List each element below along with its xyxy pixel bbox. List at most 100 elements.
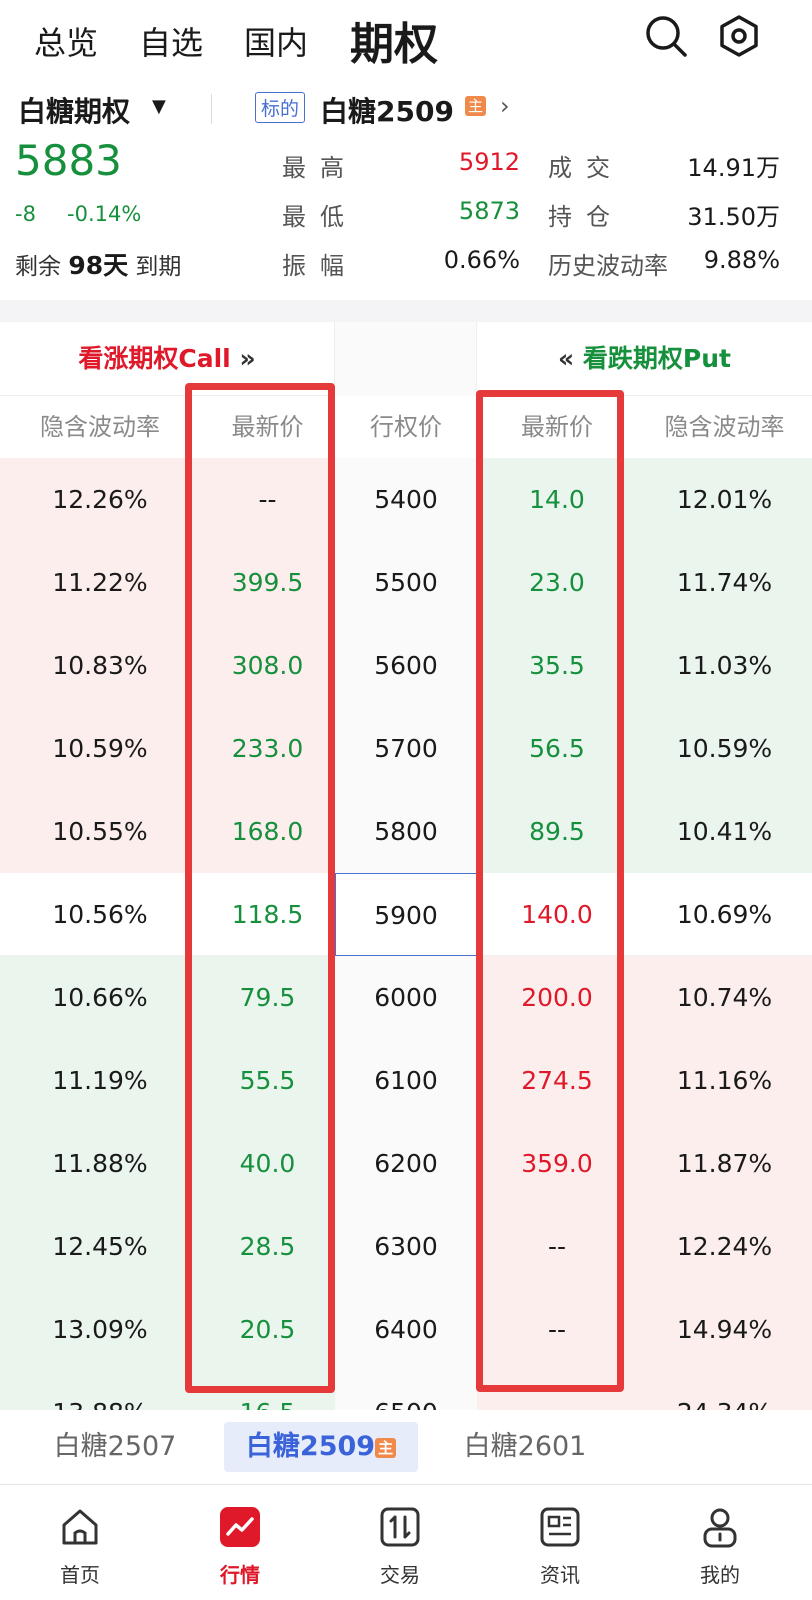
call-last-cell[interactable]: 79.5 (200, 956, 335, 1039)
put-iv-cell[interactable]: 10.41% (637, 790, 812, 873)
call-iv-cell[interactable]: 11.22% (0, 541, 200, 624)
call-iv-cell[interactable]: 10.83% (0, 624, 200, 707)
put-last-cell[interactable]: 140.0 (521, 900, 593, 929)
col-strike[interactable]: 行权价 (370, 413, 442, 441)
option-product-title[interactable]: 白糖期权 (18, 95, 131, 128)
tab-domestic[interactable]: 国内 (244, 24, 309, 62)
historical-volatility-value: 9.88% (703, 246, 780, 274)
put-iv-cell[interactable]: 10.59% (637, 707, 812, 790)
quote-header: 白糖期权 ▼ 标的 白糖2509 主 › 5883 -8 -0.14% 剩余 9… (0, 78, 812, 300)
tab-overview[interactable]: 总览 (34, 24, 99, 62)
amplitude-value: 0.66% (443, 246, 520, 274)
call-iv-cell[interactable]: 10.66% (0, 956, 200, 1039)
nav-market[interactable]: 行情 (160, 1485, 320, 1600)
option-chain-table: 12.26% -- 5400 14.0 12.01% 11.22% 399.5 5500 23.… (0, 458, 812, 1454)
call-last-cell[interactable]: 308.0 (200, 624, 335, 707)
strike-cell: 6300 (335, 1205, 477, 1288)
remaining-days: 98天 (68, 251, 129, 280)
call-iv-cell[interactable]: 10.59% (0, 707, 200, 790)
volume-label: 成交 (548, 154, 624, 182)
call-iv-cell[interactable]: 10.55% (0, 790, 200, 873)
put-last-cell[interactable]: 359.0 (477, 1122, 637, 1205)
option-row[interactable]: 11.22% 399.5 5500 23.0 11.74% (0, 541, 812, 624)
put-iv-cell[interactable]: 10.74% (637, 956, 812, 1039)
contract-tab-2601[interactable]: 白糖2601 (463, 1431, 587, 1462)
divider (211, 94, 212, 124)
contract-tab-2509[interactable]: 白糖2509 主 (224, 1422, 418, 1472)
last-price: 5883 (15, 136, 122, 185)
call-last-cell[interactable]: -- (200, 458, 335, 541)
put-last-cell[interactable]: -- (477, 1205, 637, 1288)
call-iv-cell[interactable]: 11.19% (0, 1039, 200, 1122)
underlying-contract[interactable]: 白糖2509 (320, 95, 454, 128)
option-row[interactable]: 11.19% 55.5 6100 274.5 11.16% (0, 1039, 812, 1122)
col-call-last[interactable]: 最新价 (231, 413, 304, 441)
call-last-cell[interactable]: 20.5 (200, 1288, 335, 1371)
call-last-cell[interactable]: 118.5 (231, 900, 304, 929)
contract-tab-2507[interactable]: 白糖2507 (53, 1431, 177, 1462)
call-last-cell[interactable]: 40.0 (200, 1122, 335, 1205)
high-label: 最高 (282, 154, 358, 182)
chevron-right-icon[interactable]: › (500, 92, 510, 120)
put-last-cell[interactable]: 274.5 (477, 1039, 637, 1122)
put-iv-cell[interactable]: 10.69% (676, 900, 773, 929)
option-row[interactable]: 12.26% -- 5400 14.0 12.01% (0, 458, 812, 541)
call-last-cell[interactable]: 168.0 (200, 790, 335, 873)
option-row[interactable]: 11.88% 40.0 6200 359.0 11.87% (0, 1122, 812, 1205)
call-iv-cell[interactable]: 12.45% (0, 1205, 200, 1288)
caret-down-icon[interactable]: ▼ (152, 96, 166, 117)
put-last-cell[interactable]: 23.0 (477, 541, 637, 624)
col-call-iv[interactable]: 隐含波动率 (40, 413, 160, 441)
put-last-cell[interactable]: 200.0 (477, 956, 637, 1039)
call-last-highlight (185, 383, 335, 1393)
put-iv-cell[interactable]: 12.01% (637, 458, 812, 541)
put-options-header[interactable]: « 看跌期权Put (477, 322, 812, 396)
search-icon[interactable] (644, 14, 688, 58)
tab-watchlist[interactable]: 自选 (139, 24, 204, 62)
put-iv-cell[interactable]: 11.87% (637, 1122, 812, 1205)
nav-profile[interactable]: 我的 (640, 1485, 800, 1600)
put-options-title: 看跌期权Put (582, 344, 731, 373)
nav-trade[interactable]: 交易 (320, 1485, 480, 1600)
option-row[interactable]: 10.83% 308.0 5600 35.5 11.03% (0, 624, 812, 707)
call-last-cell[interactable]: 55.5 (200, 1039, 335, 1122)
option-row[interactable]: 12.45% 28.5 6300 -- 12.24% (0, 1205, 812, 1288)
tab-options[interactable]: 期权 (350, 19, 438, 70)
put-iv-cell[interactable]: 11.16% (637, 1039, 812, 1122)
put-last-cell[interactable]: 35.5 (477, 624, 637, 707)
put-last-cell[interactable]: 89.5 (477, 790, 637, 873)
open-interest-value: 31.50万 (687, 203, 780, 231)
settings-icon[interactable] (717, 14, 761, 58)
call-iv-cell[interactable]: 13.09% (0, 1288, 200, 1371)
call-options-header[interactable]: 看涨期权Call » (0, 322, 335, 396)
option-row[interactable]: 10.55% 168.0 5800 89.5 10.41% (0, 790, 812, 873)
put-last-cell[interactable]: -- (477, 1288, 637, 1371)
call-last-cell[interactable]: 28.5 (200, 1205, 335, 1288)
contract-tab-2509-label: 白糖2509 (245, 1431, 376, 1462)
call-last-cell[interactable]: 399.5 (200, 541, 335, 624)
call-iv-cell[interactable]: 11.88% (0, 1122, 200, 1205)
put-last-cell[interactable]: 56.5 (477, 707, 637, 790)
column-headers: 隐含波动率 最新价 行权价 最新价 隐含波动率 (0, 396, 812, 458)
nav-home[interactable]: 首页 (0, 1485, 160, 1600)
put-iv-cell[interactable]: 11.74% (637, 541, 812, 624)
option-row[interactable]: 10.59% 233.0 5700 56.5 10.59% (0, 707, 812, 790)
call-iv-cell[interactable]: 12.26% (0, 458, 200, 541)
put-iv-cell[interactable]: 11.03% (637, 624, 812, 707)
main-contract-badge: 主 (375, 1437, 397, 1458)
put-iv-cell[interactable]: 14.94% (637, 1288, 812, 1371)
option-row[interactable]: 10.66% 79.5 6000 200.0 10.74% (0, 956, 812, 1039)
call-options-title: 看涨期权Call (78, 344, 231, 373)
put-iv-cell[interactable]: 12.24% (637, 1205, 812, 1288)
call-iv-cell[interactable]: 10.56% (52, 900, 148, 929)
option-row[interactable]: 10.56% 118.5 5900 140.0 10.69% (0, 873, 812, 956)
col-put-last[interactable]: 最新价 (521, 413, 593, 441)
call-last-cell[interactable]: 233.0 (200, 707, 335, 790)
nav-news[interactable]: 资讯 (480, 1485, 640, 1600)
put-last-cell[interactable]: 14.0 (477, 458, 637, 541)
underlying-tag: 标的 (255, 92, 306, 123)
strike-cell: 6100 (335, 1039, 477, 1122)
option-row[interactable]: 13.09% 20.5 6400 -- 14.94% (0, 1288, 812, 1371)
col-put-iv[interactable]: 隐含波动率 (664, 413, 785, 441)
nav-trade-label: 交易 (380, 1563, 420, 1587)
